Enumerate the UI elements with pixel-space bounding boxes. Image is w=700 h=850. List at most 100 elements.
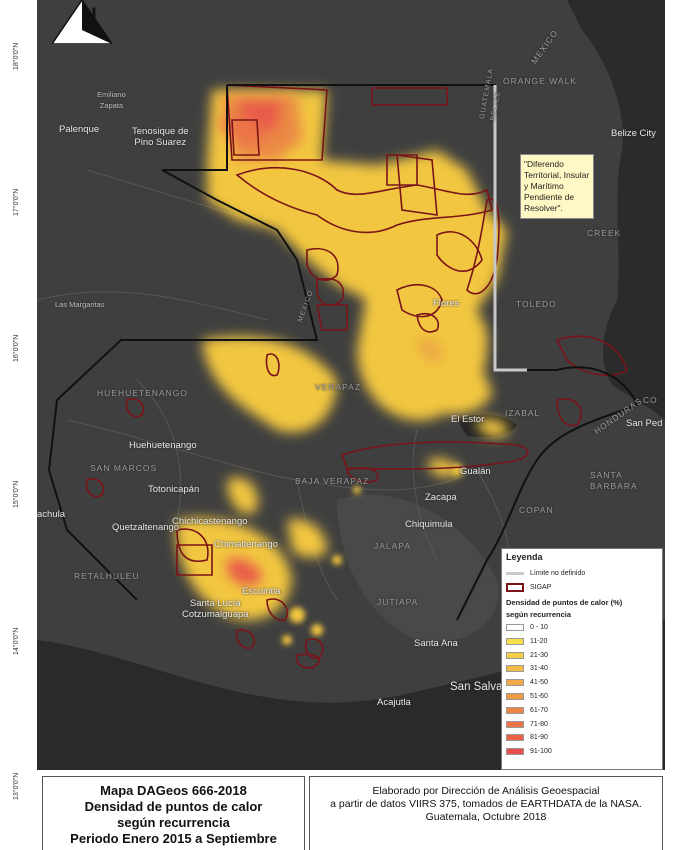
legend-class-swatch [506, 748, 524, 756]
label-achula: achula [37, 509, 65, 520]
label-acajutla: Acajutla [377, 697, 411, 708]
label-copan: COPAN [519, 505, 554, 515]
legend-class-row: 91-100 [506, 745, 658, 759]
label-san-marcos: SAN MARCOS [90, 463, 158, 473]
legend-class-swatch [506, 637, 524, 645]
map-canvas[interactable]: N Emiliano Zapata Palenque Tenosique de … [37, 0, 665, 770]
legend-class-label: 81-90 [530, 734, 548, 742]
legend-class-label: 0 - 10 [530, 623, 548, 631]
latitude-label-17: 17°0'0"N [13, 188, 20, 216]
label-gualan: Gualán [460, 466, 491, 477]
legend-class-swatch [506, 665, 524, 673]
legend-class-row: 0 - 10 [506, 621, 658, 635]
legend-class-row: 11-20 [506, 634, 658, 648]
label-verapaz: VERAPAZ [315, 382, 362, 392]
sigap-protected-areas [85, 84, 628, 669]
label-orange-walk: ORANGE WALK [503, 76, 577, 86]
north-arrow-icon [52, 0, 113, 44]
legend-classes: 0 - 10 11-20 21-30 31-40 41-50 51-60 61-70 71-8… [506, 621, 658, 759]
north-letter: N [81, 3, 97, 28]
label-emiliano-zapata: Emiliano Zapata [97, 90, 126, 110]
label-escuintla: Escuintla [242, 586, 281, 597]
heat-hotspots [217, 95, 443, 586]
title-line-4: Periodo Enero 2015 a Septiembre [70, 831, 277, 846]
legend-limit-row: Límite no definido [506, 567, 658, 581]
latitude-label-18: 18°0'0"N [13, 42, 20, 70]
legend-class-swatch [506, 734, 524, 742]
label-santa-ana: Santa Ana [414, 638, 458, 649]
latitude-label-16: 16°0'0"N [13, 334, 20, 362]
credit-line-1: Elaborado por Dirección de Análisis Geoe… [372, 785, 600, 797]
legend-class-label: 21-30 [530, 651, 548, 659]
credit-line-3: Guatemala, Octubre 2018 [425, 811, 547, 823]
label-belize-city: Belize City [611, 128, 656, 139]
territorial-dispute-note: "Diferendo Territorial, Insular y Maríti… [520, 154, 594, 219]
label-zacapa: Zacapa [425, 492, 457, 503]
legend-class-row: 41-50 [506, 676, 658, 690]
credit-box: Elaborado por Dirección de Análisis Geoe… [309, 776, 663, 850]
legend-class-swatch [506, 651, 524, 659]
label-creek: CREEK [587, 228, 622, 238]
label-jutiapa: JUTIAPA [377, 597, 419, 607]
credit-line-2: a partir de datos VIIRS 375, tomados de … [330, 798, 642, 810]
legend-class-swatch [506, 706, 524, 714]
sigap-swatch [506, 583, 524, 593]
latitude-label-13: 13°0'0"N [13, 772, 20, 800]
map-title-box: Mapa DAGeos 666-2018 Densidad de puntos … [42, 776, 305, 850]
legend-class-row: 61-70 [506, 703, 658, 717]
title-line-3: según recurrencia [117, 815, 230, 830]
legend-class-swatch [506, 692, 524, 700]
legend-class-row: 31-40 [506, 662, 658, 676]
legend-class-label: 51-60 [530, 692, 548, 700]
label-las-margaritas: Las Margaritas [55, 300, 105, 309]
legend-title: Leyenda [506, 552, 543, 562]
map-legend: Leyenda Límite no definido SIGAP Densida… [501, 548, 663, 770]
label-san-pedro: San Ped [626, 418, 663, 429]
terrain-patch [337, 494, 499, 642]
legend-limit-label: Límite no definido [530, 570, 586, 578]
title-line-1: Mapa DAGeos 666-2018 [100, 783, 247, 798]
label-palenque: Palenque [59, 124, 100, 135]
label-quetzaltenango: Quetzaltenango [112, 522, 180, 533]
limit-line-swatch [506, 572, 524, 576]
heat-density-layer [176, 90, 508, 620]
undefined-limit-line [493, 85, 527, 372]
label-flores: Flores [433, 298, 460, 309]
caribbean-sea [567, 0, 665, 420]
legend-class-row: 51-60 [506, 690, 658, 704]
label-toledo: TOLEDO [516, 299, 557, 309]
label-el-estor: El Estor [451, 414, 485, 425]
title-line-2: Densidad de puntos de calor [84, 799, 263, 814]
latitude-label-14: 14°0'0"N [13, 627, 20, 655]
legend-class-label: 61-70 [530, 706, 548, 714]
label-chichicastenango: Chichicastenango [172, 516, 248, 527]
label-santa-lucia: Santa Lucía Cotzumalguapa [182, 598, 249, 620]
legend-class-label: 11-20 [530, 637, 548, 645]
label-izabal: IZABAL [505, 408, 541, 418]
legend-density-title: Densidad de puntos de calor (%) [506, 597, 623, 607]
legend-class-label: 41-50 [530, 679, 548, 687]
label-chiquimula: Chiquimula [405, 519, 453, 530]
label-baja-verapaz: BAJA VERAPAZ [295, 476, 370, 486]
legend-class-swatch [506, 623, 524, 631]
legend-class-swatch [506, 679, 524, 687]
label-tenosique: Tenosique de Pino Suarez [132, 126, 189, 148]
label-co: CO [643, 395, 658, 405]
legend-class-label: 31-40 [530, 665, 548, 673]
map-graphic [37, 0, 665, 770]
label-retalhuleu: RETALHULEU [74, 571, 140, 581]
legend-sigap-label: SIGAP [530, 584, 552, 592]
legend-class-swatch [506, 720, 524, 728]
label-huehuetenango-dept: HUEHUETENANGO [97, 388, 188, 398]
label-totonicapan: Totonicapán [148, 484, 200, 495]
latitude-label-15: 15°0'0"N [13, 480, 20, 508]
legend-class-label: 91-100 [530, 748, 552, 756]
legend-class-row: 81-90 [506, 731, 658, 745]
legend-class-row: 21-30 [506, 648, 658, 662]
label-huehuetenango: Huehuetenango [129, 440, 197, 451]
label-santa-barbara: SANTA BARBARA [590, 470, 638, 491]
label-jalapa: JALAPA [374, 541, 412, 551]
legend-class-row: 71-80 [506, 717, 658, 731]
legend-sigap-row: SIGAP [506, 581, 658, 595]
